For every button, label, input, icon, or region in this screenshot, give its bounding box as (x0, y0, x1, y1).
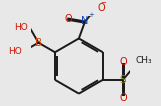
Text: S: S (120, 75, 126, 85)
Text: O: O (119, 93, 127, 103)
Text: CH₃: CH₃ (136, 56, 152, 65)
Text: O: O (97, 3, 105, 13)
Text: N: N (81, 17, 89, 26)
Text: HO: HO (8, 47, 22, 56)
Text: HO: HO (15, 23, 28, 32)
Text: −: − (100, 0, 106, 6)
Text: +: + (88, 12, 94, 18)
Text: O: O (119, 57, 127, 67)
Text: B: B (35, 38, 42, 48)
Text: O: O (65, 14, 72, 24)
